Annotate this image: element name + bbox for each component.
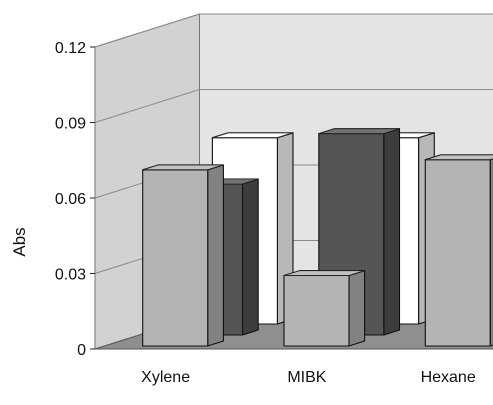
y-tick-label: 0.03: [55, 267, 86, 284]
bar-top-highlight: [425, 154, 493, 160]
bar-front: [283, 274, 350, 347]
y-tick-label: 0.06: [55, 191, 86, 208]
bar-top-highlight: [212, 132, 293, 138]
bar-side-shade: [490, 158, 493, 346]
x-tick-label: MIBK: [287, 369, 326, 386]
bar-front: [142, 169, 209, 347]
bar-side-shade: [383, 128, 400, 335]
bar-top-highlight: [142, 164, 224, 170]
y-tick-label: 0: [77, 342, 86, 359]
bar-top: [211, 132, 294, 139]
axis-labels: 00.030.060.090.12AbsXyleneMIBKHexaneNiCo…: [10, 40, 476, 386]
y-tick-label: 0.12: [55, 40, 86, 57]
x-tick-label: Hexane: [421, 369, 476, 386]
bar-top: [142, 164, 224, 171]
bars: [142, 128, 493, 347]
bar-ni-hexane: [424, 154, 493, 347]
bar-ni-mibk: [283, 270, 366, 347]
bar-side-shade: [349, 270, 365, 346]
bar-side-shade: [207, 164, 224, 346]
bar-side-shade: [242, 179, 259, 335]
y-axis-title: Abs: [10, 227, 29, 256]
bar-top: [318, 128, 401, 135]
gridline: [94, 13, 493, 48]
x-tick-label: Xylene: [141, 369, 190, 386]
bar-top: [283, 270, 366, 277]
bar-ni-xylene: [142, 164, 224, 347]
bar-top-highlight: [318, 128, 400, 134]
bar-front: [424, 159, 491, 347]
bar-top-highlight: [284, 270, 365, 276]
gridline: [94, 89, 493, 123]
bar-top: [424, 154, 493, 161]
y-tick-label: 0.09: [55, 116, 86, 133]
